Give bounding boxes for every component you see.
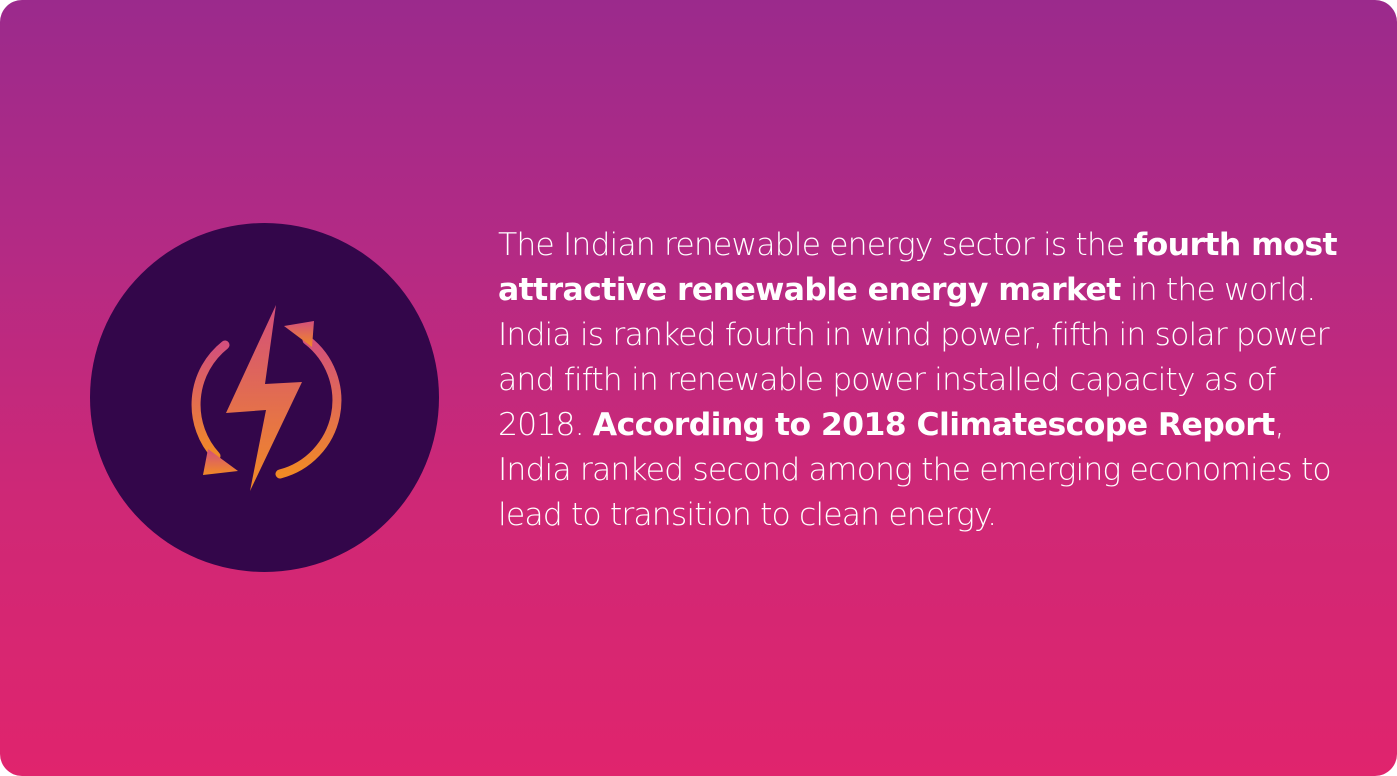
- highlight-report: According to 2018 Climatescope Report: [592, 407, 1275, 443]
- highlight-market-rank: fourth most attractive renewable energy …: [498, 227, 1338, 308]
- text-segment: in the world. India is ranked fourth in …: [498, 272, 1330, 443]
- description-paragraph: The Indian renewable energy sector is th…: [498, 223, 1358, 538]
- text-segment: , India ranked second among the emerging…: [498, 407, 1332, 533]
- icon-badge: [90, 223, 439, 572]
- text-segment: The Indian renewable energy sector is th…: [498, 227, 1134, 263]
- renewable-energy-lightning-icon: [191, 305, 342, 491]
